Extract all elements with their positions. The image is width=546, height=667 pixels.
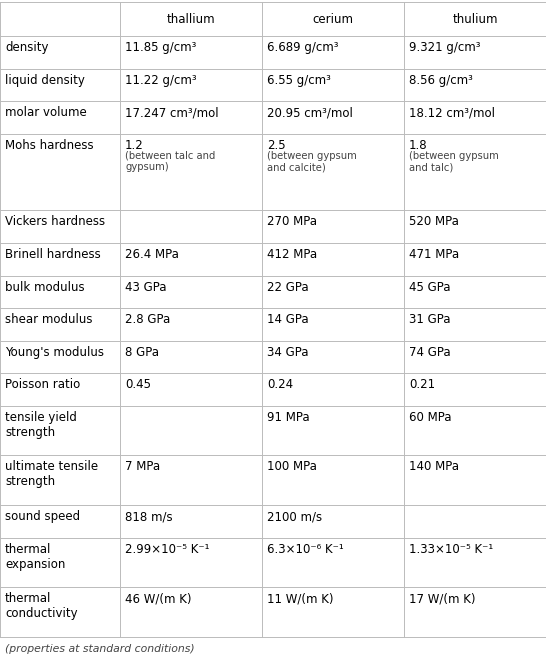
Text: 412 MPa: 412 MPa	[267, 248, 317, 261]
Text: 18.12 cm³/mol: 18.12 cm³/mol	[409, 107, 495, 119]
Text: 14 GPa: 14 GPa	[267, 313, 308, 326]
Text: 1.2: 1.2	[125, 139, 144, 152]
Text: 520 MPa: 520 MPa	[409, 215, 459, 229]
Text: sound speed: sound speed	[5, 510, 80, 523]
Text: 20.95 cm³/mol: 20.95 cm³/mol	[267, 107, 353, 119]
Text: 74 GPa: 74 GPa	[409, 346, 450, 359]
Text: 140 MPa: 140 MPa	[409, 460, 459, 474]
Text: Young's modulus: Young's modulus	[5, 346, 104, 359]
Text: liquid density: liquid density	[5, 74, 85, 87]
Text: 91 MPa: 91 MPa	[267, 411, 310, 424]
Text: 6.55 g/cm³: 6.55 g/cm³	[267, 74, 331, 87]
Text: Mohs hardness: Mohs hardness	[5, 139, 93, 152]
Text: Poisson ratio: Poisson ratio	[5, 378, 80, 391]
Text: thulium: thulium	[452, 13, 498, 26]
Text: 45 GPa: 45 GPa	[409, 281, 450, 293]
Text: 17.247 cm³/mol: 17.247 cm³/mol	[125, 107, 218, 119]
Text: (between gypsum
and calcite): (between gypsum and calcite)	[267, 151, 357, 173]
Text: 9.321 g/cm³: 9.321 g/cm³	[409, 41, 480, 55]
Text: 17 W/(m K): 17 W/(m K)	[409, 592, 476, 605]
Text: 2.8 GPa: 2.8 GPa	[125, 313, 170, 326]
Text: (between talc and
gypsum): (between talc and gypsum)	[125, 151, 215, 173]
Text: 0.24: 0.24	[267, 378, 293, 391]
Text: Vickers hardness: Vickers hardness	[5, 215, 105, 229]
Text: 471 MPa: 471 MPa	[409, 248, 459, 261]
Text: 1.8: 1.8	[409, 139, 428, 152]
Text: bulk modulus: bulk modulus	[5, 281, 85, 293]
Text: 60 MPa: 60 MPa	[409, 411, 452, 424]
Text: (properties at standard conditions): (properties at standard conditions)	[5, 644, 194, 654]
Text: 31 GPa: 31 GPa	[409, 313, 450, 326]
Text: 6.3×10⁻⁶ K⁻¹: 6.3×10⁻⁶ K⁻¹	[267, 542, 344, 556]
Text: shear modulus: shear modulus	[5, 313, 92, 326]
Text: 100 MPa: 100 MPa	[267, 460, 317, 474]
Text: 11.22 g/cm³: 11.22 g/cm³	[125, 74, 197, 87]
Text: 0.45: 0.45	[125, 378, 151, 391]
Text: thermal
expansion: thermal expansion	[5, 542, 66, 570]
Text: 818 m/s: 818 m/s	[125, 510, 173, 523]
Text: 1.33×10⁻⁵ K⁻¹: 1.33×10⁻⁵ K⁻¹	[409, 542, 493, 556]
Text: 7 MPa: 7 MPa	[125, 460, 160, 474]
Text: 26.4 MPa: 26.4 MPa	[125, 248, 179, 261]
Text: molar volume: molar volume	[5, 107, 87, 119]
Text: cerium: cerium	[312, 13, 353, 26]
Text: (between gypsum
and talc): (between gypsum and talc)	[409, 151, 498, 173]
Text: 2100 m/s: 2100 m/s	[267, 510, 322, 523]
Text: thermal
conductivity: thermal conductivity	[5, 592, 78, 620]
Text: 34 GPa: 34 GPa	[267, 346, 308, 359]
Text: 6.689 g/cm³: 6.689 g/cm³	[267, 41, 339, 55]
Text: 0.21: 0.21	[409, 378, 435, 391]
Text: 46 W/(m K): 46 W/(m K)	[125, 592, 192, 605]
Text: tensile yield
strength: tensile yield strength	[5, 411, 77, 439]
Text: 11 W/(m K): 11 W/(m K)	[267, 592, 334, 605]
Text: 2.99×10⁻⁵ K⁻¹: 2.99×10⁻⁵ K⁻¹	[125, 542, 210, 556]
Text: density: density	[5, 41, 49, 55]
Text: Brinell hardness: Brinell hardness	[5, 248, 101, 261]
Text: 8.56 g/cm³: 8.56 g/cm³	[409, 74, 473, 87]
Text: 11.85 g/cm³: 11.85 g/cm³	[125, 41, 197, 55]
Text: 270 MPa: 270 MPa	[267, 215, 317, 229]
Text: thallium: thallium	[167, 13, 215, 26]
Text: 43 GPa: 43 GPa	[125, 281, 167, 293]
Text: 22 GPa: 22 GPa	[267, 281, 308, 293]
Text: 2.5: 2.5	[267, 139, 286, 152]
Text: ultimate tensile
strength: ultimate tensile strength	[5, 460, 98, 488]
Text: 8 GPa: 8 GPa	[125, 346, 159, 359]
